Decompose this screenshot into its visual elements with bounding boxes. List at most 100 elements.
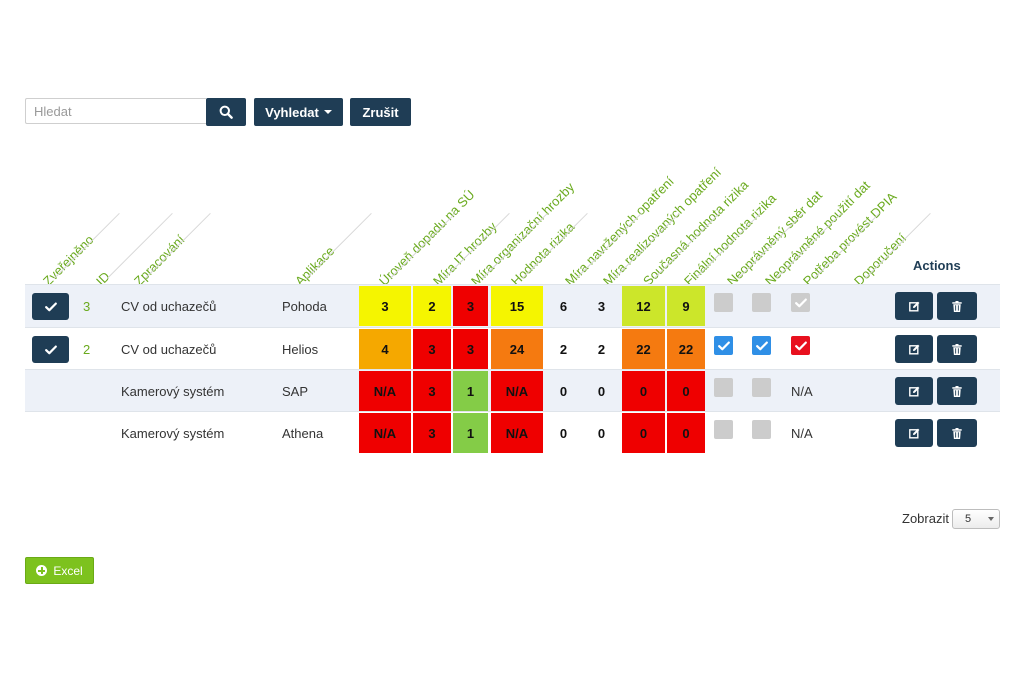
score-org: 1 bbox=[453, 371, 488, 411]
score-realiz: 0 bbox=[584, 371, 619, 411]
pouziti-checkbox[interactable] bbox=[752, 336, 771, 355]
edit-icon bbox=[908, 301, 919, 311]
score-value: 1 bbox=[466, 425, 475, 441]
page-size-label: Zobrazit bbox=[902, 511, 949, 526]
trash-icon bbox=[952, 300, 962, 312]
score-navrz: 2 bbox=[546, 329, 581, 369]
score-finalni: 9 bbox=[667, 286, 705, 326]
sber-checkbox[interactable] bbox=[714, 420, 733, 439]
delete-button[interactable] bbox=[937, 292, 977, 320]
table-row: Kamerový systém Athena N/A 3 1 N/A 0 0 0 0 N/A bbox=[25, 411, 1000, 454]
score-navrz: 6 bbox=[546, 286, 581, 326]
plus-circle-icon bbox=[36, 565, 48, 576]
score-org: 1 bbox=[453, 413, 488, 453]
score-hodnota: 15 bbox=[491, 286, 543, 326]
score-finalni: 0 bbox=[667, 413, 705, 453]
score-value: 1 bbox=[466, 383, 475, 399]
check-icon bbox=[755, 341, 768, 350]
zrusit-label: Zrušit bbox=[362, 104, 399, 120]
score-it: 3 bbox=[413, 371, 451, 411]
score-it: 3 bbox=[413, 413, 451, 453]
score-value: 0 bbox=[559, 425, 568, 441]
publish-toggle-button[interactable] bbox=[32, 336, 69, 363]
score-value: 15 bbox=[509, 298, 525, 314]
score-navrz: 0 bbox=[546, 413, 581, 453]
edit-icon bbox=[908, 386, 919, 396]
sber-checkbox[interactable] bbox=[714, 378, 733, 397]
check-icon bbox=[44, 302, 57, 311]
score-value: 3 bbox=[597, 298, 606, 314]
score-hodnota: 24 bbox=[491, 329, 543, 369]
score-value: 3 bbox=[466, 341, 475, 357]
edit-button[interactable] bbox=[895, 335, 933, 363]
score-value: 0 bbox=[597, 383, 606, 399]
delete-button[interactable] bbox=[937, 335, 977, 363]
score-hodnota: N/A bbox=[491, 371, 543, 411]
score-value: 0 bbox=[682, 383, 690, 399]
table-row: 2 CV od uchazečů Helios 4 3 3 24 2 2 22 22 bbox=[25, 327, 1000, 370]
search-input[interactable] bbox=[25, 98, 206, 124]
score-finalni: 22 bbox=[667, 329, 705, 369]
edit-icon bbox=[908, 344, 919, 354]
dpia-na-text: N/A bbox=[791, 370, 813, 412]
score-realiz: 0 bbox=[584, 413, 619, 453]
check-icon bbox=[717, 341, 730, 350]
score-realiz: 3 bbox=[584, 286, 619, 326]
search-icon bbox=[219, 105, 233, 119]
score-value: 3 bbox=[466, 298, 475, 314]
zrusit-button[interactable]: Zrušit bbox=[350, 98, 411, 126]
score-value: 3 bbox=[428, 383, 436, 399]
score-value: 22 bbox=[678, 341, 694, 357]
score-value: 4 bbox=[381, 341, 389, 357]
score-value: N/A bbox=[505, 383, 529, 399]
score-value: 9 bbox=[682, 298, 690, 314]
dpia-checkbox[interactable] bbox=[791, 293, 810, 312]
check-icon bbox=[44, 345, 57, 354]
score-value: 22 bbox=[636, 341, 651, 357]
header-separator bbox=[54, 212, 120, 279]
dpia-checkbox[interactable] bbox=[791, 336, 810, 355]
score-value: 6 bbox=[559, 298, 568, 314]
na-text: N/A bbox=[791, 425, 813, 441]
score-org: 3 bbox=[453, 286, 488, 326]
sber-checkbox[interactable] bbox=[714, 293, 733, 312]
score-uroven: 4 bbox=[359, 329, 411, 369]
header-zpracovani-label: Zpracování bbox=[131, 232, 188, 289]
score-value: 0 bbox=[639, 383, 648, 399]
vyhledat-dropdown-button[interactable]: Vyhledat bbox=[254, 98, 343, 126]
dpia-na-text: N/A bbox=[791, 412, 813, 454]
row-zpracovani: CV od uchazečů bbox=[121, 298, 217, 314]
edit-button[interactable] bbox=[895, 419, 933, 447]
sber-checkbox[interactable] bbox=[714, 336, 733, 355]
publish-toggle-button[interactable] bbox=[32, 293, 69, 320]
edit-button[interactable] bbox=[895, 292, 933, 320]
page-size-select[interactable]: 5 bbox=[952, 509, 1000, 529]
trash-icon bbox=[952, 385, 962, 397]
check-icon bbox=[794, 341, 807, 350]
header-aplikace-label: Aplikace bbox=[292, 243, 338, 289]
excel-export-button[interactable]: Excel bbox=[25, 557, 94, 584]
header-uroven-dopadu[interactable]: Úroveň dopadu na SÚ bbox=[376, 187, 478, 289]
header-aplikace[interactable]: Aplikace bbox=[292, 243, 337, 288]
delete-button[interactable] bbox=[937, 377, 977, 405]
check-icon bbox=[794, 298, 807, 307]
edit-button[interactable] bbox=[895, 377, 933, 405]
delete-button[interactable] bbox=[937, 419, 977, 447]
pouziti-checkbox[interactable] bbox=[752, 420, 771, 439]
score-uroven: N/A bbox=[359, 413, 411, 453]
score-value: 3 bbox=[428, 341, 436, 357]
caret-down-icon bbox=[323, 110, 332, 114]
header-zpracovani[interactable]: Zpracování bbox=[131, 232, 188, 289]
header-uroven-dopadu-label: Úroveň dopadu na SÚ bbox=[376, 187, 478, 289]
pouziti-checkbox[interactable] bbox=[752, 293, 771, 312]
search-button[interactable] bbox=[206, 98, 246, 126]
trash-icon bbox=[952, 427, 962, 439]
score-value: 0 bbox=[559, 383, 568, 399]
header-actions: Actions bbox=[913, 258, 961, 273]
row-id: 3 bbox=[83, 298, 91, 314]
header-zverejneno[interactable]: Zveřejněno bbox=[40, 232, 97, 289]
pouziti-checkbox[interactable] bbox=[752, 378, 771, 397]
score-value: 2 bbox=[597, 341, 606, 357]
row-aplikace: SAP bbox=[282, 383, 309, 399]
score-value: 3 bbox=[428, 425, 436, 441]
